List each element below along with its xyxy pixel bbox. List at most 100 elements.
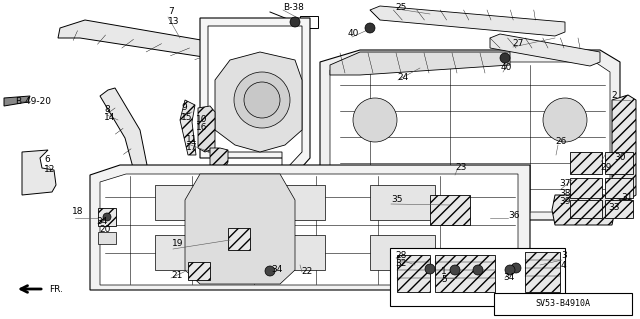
Text: 2: 2: [611, 92, 616, 100]
Circle shape: [500, 53, 510, 63]
Circle shape: [353, 98, 397, 142]
Text: 6: 6: [44, 155, 50, 165]
Circle shape: [511, 263, 521, 273]
Polygon shape: [570, 152, 602, 174]
Text: 3: 3: [561, 251, 567, 261]
Circle shape: [450, 265, 460, 275]
Text: 23: 23: [455, 162, 467, 172]
Polygon shape: [260, 235, 325, 270]
Polygon shape: [90, 165, 530, 290]
Circle shape: [425, 264, 435, 274]
Circle shape: [365, 23, 375, 33]
Polygon shape: [397, 255, 430, 292]
Polygon shape: [490, 34, 600, 66]
Text: 13: 13: [168, 17, 179, 26]
Polygon shape: [210, 148, 228, 168]
Polygon shape: [155, 235, 220, 270]
Text: 21: 21: [171, 271, 182, 279]
Circle shape: [234, 72, 290, 128]
Polygon shape: [430, 195, 470, 225]
Text: 7: 7: [168, 8, 173, 17]
Text: 15: 15: [181, 113, 193, 122]
Polygon shape: [300, 16, 318, 28]
Text: 27: 27: [512, 39, 524, 48]
Text: 40: 40: [348, 28, 360, 38]
Text: B 49-20: B 49-20: [16, 97, 51, 106]
Polygon shape: [188, 262, 210, 280]
Circle shape: [103, 213, 111, 221]
Polygon shape: [330, 62, 610, 212]
Text: 34: 34: [96, 217, 108, 226]
Polygon shape: [435, 255, 495, 292]
Polygon shape: [98, 208, 116, 226]
Polygon shape: [605, 152, 633, 174]
Polygon shape: [155, 185, 220, 220]
Polygon shape: [208, 26, 302, 167]
Polygon shape: [320, 50, 620, 220]
Circle shape: [265, 266, 275, 276]
Text: SV53-B4910A: SV53-B4910A: [536, 300, 591, 308]
Text: 17: 17: [186, 144, 198, 152]
Text: 25: 25: [395, 3, 406, 11]
Circle shape: [290, 17, 300, 27]
Text: 33: 33: [608, 203, 620, 211]
Text: 5: 5: [441, 276, 447, 285]
Text: 30: 30: [614, 153, 625, 162]
Polygon shape: [180, 100, 196, 155]
Polygon shape: [370, 235, 435, 270]
Polygon shape: [460, 195, 520, 240]
Text: 16: 16: [196, 123, 207, 132]
Text: 22: 22: [301, 266, 312, 276]
Text: 35: 35: [391, 196, 403, 204]
Text: 14: 14: [104, 114, 115, 122]
Text: 38: 38: [559, 189, 570, 197]
Polygon shape: [570, 178, 602, 198]
Circle shape: [244, 82, 280, 118]
Text: 9: 9: [181, 103, 187, 113]
Text: 28: 28: [395, 250, 406, 259]
Text: 11: 11: [186, 135, 198, 144]
Text: 36: 36: [508, 211, 520, 219]
Polygon shape: [330, 52, 510, 75]
Text: 31: 31: [621, 194, 632, 203]
Polygon shape: [4, 96, 30, 106]
Polygon shape: [370, 185, 435, 220]
Circle shape: [543, 98, 587, 142]
Circle shape: [505, 265, 515, 275]
Polygon shape: [185, 174, 295, 284]
Polygon shape: [22, 150, 56, 195]
Polygon shape: [100, 174, 518, 285]
Polygon shape: [100, 88, 155, 215]
Text: 39: 39: [559, 197, 570, 206]
Polygon shape: [494, 293, 632, 315]
Circle shape: [473, 265, 483, 275]
Polygon shape: [552, 195, 615, 225]
Text: 29: 29: [600, 162, 611, 172]
Text: 24: 24: [397, 72, 408, 81]
Text: 1: 1: [441, 266, 447, 276]
Polygon shape: [198, 106, 215, 152]
Polygon shape: [260, 185, 325, 220]
Text: B-38: B-38: [283, 4, 304, 12]
Text: 19: 19: [172, 240, 184, 249]
Polygon shape: [200, 18, 310, 175]
Text: 37: 37: [559, 180, 570, 189]
Polygon shape: [570, 200, 602, 218]
Text: 4: 4: [561, 261, 566, 270]
Polygon shape: [58, 20, 235, 62]
Polygon shape: [612, 95, 636, 200]
Polygon shape: [98, 232, 116, 244]
Text: 34: 34: [271, 265, 282, 275]
Polygon shape: [390, 248, 565, 306]
Text: 10: 10: [196, 115, 207, 123]
Polygon shape: [215, 52, 302, 152]
Polygon shape: [370, 6, 565, 36]
Text: 20: 20: [99, 226, 110, 234]
Text: 12: 12: [44, 165, 56, 174]
Text: FR.: FR.: [49, 286, 63, 294]
Text: 40: 40: [501, 63, 513, 72]
Text: 8: 8: [104, 105, 109, 114]
Text: 34: 34: [503, 273, 515, 283]
Text: 32: 32: [395, 259, 406, 269]
Text: 18: 18: [72, 207, 83, 217]
